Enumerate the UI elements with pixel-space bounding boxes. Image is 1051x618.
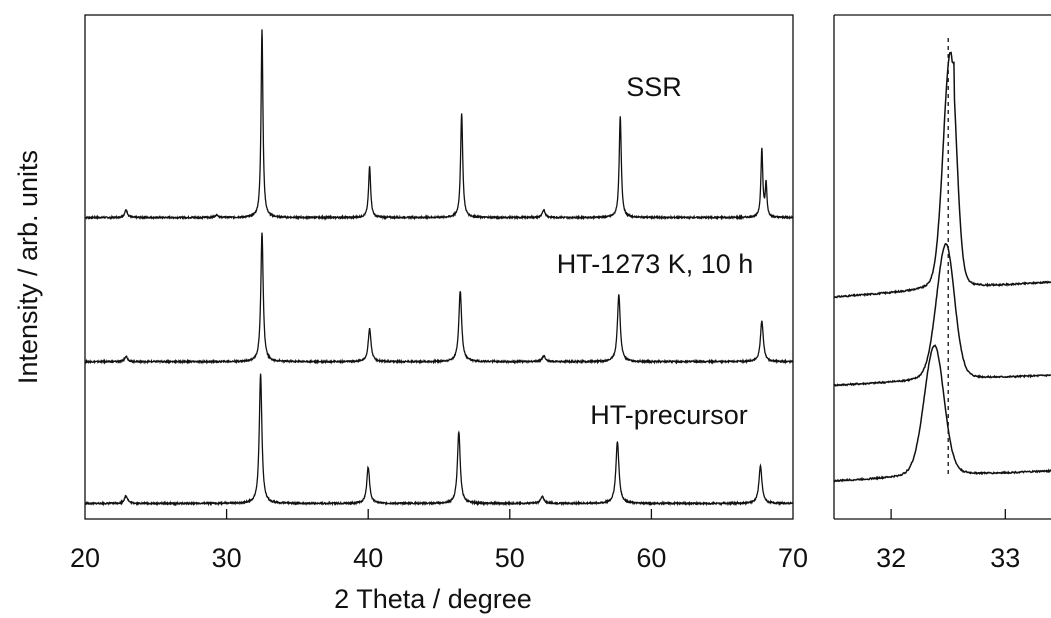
main-plot-frame (84, 14, 794, 520)
x-tick-label: 60 (636, 543, 666, 573)
inset-trace-2 (833, 242, 1051, 387)
xrd-trace-3 (84, 373, 794, 507)
label-ht-1273: HT-1273 K, 10 h (557, 249, 754, 279)
x-tick-label: 20 (70, 543, 100, 573)
main-traces (84, 29, 794, 507)
x-tick-label: 50 (495, 543, 525, 573)
main-x-ticks: 20 30 40 50 60 70 (70, 509, 808, 573)
x-tick-label: 40 (353, 543, 383, 573)
x-tick-label: 30 (212, 543, 242, 573)
inset-x-tick-label: 32 (876, 543, 906, 573)
xrd-trace-2 (84, 232, 794, 365)
inset-x-tick-label: 33 (990, 543, 1020, 573)
inset-zoom-panel: 32 33 (833, 14, 1051, 573)
label-ssr: SSR (626, 72, 682, 102)
x-tick-label: 70 (778, 543, 808, 573)
inset-traces (833, 51, 1051, 483)
inset-trace-1 (833, 51, 1051, 299)
x-axis-label: 2 Theta / degree (334, 584, 532, 614)
y-axis-label: Intensity / arb. units (13, 150, 43, 384)
inset-trace-3 (833, 344, 1051, 483)
xrd-trace-1 (84, 29, 794, 221)
main-xrd-panel: 20 30 40 50 60 70 SSR HT-1273 K, 10 h HT-prec… (13, 14, 808, 614)
inset-x-ticks: 32 33 (876, 509, 1020, 573)
label-ht-precursor: HT-precursor (590, 400, 748, 430)
